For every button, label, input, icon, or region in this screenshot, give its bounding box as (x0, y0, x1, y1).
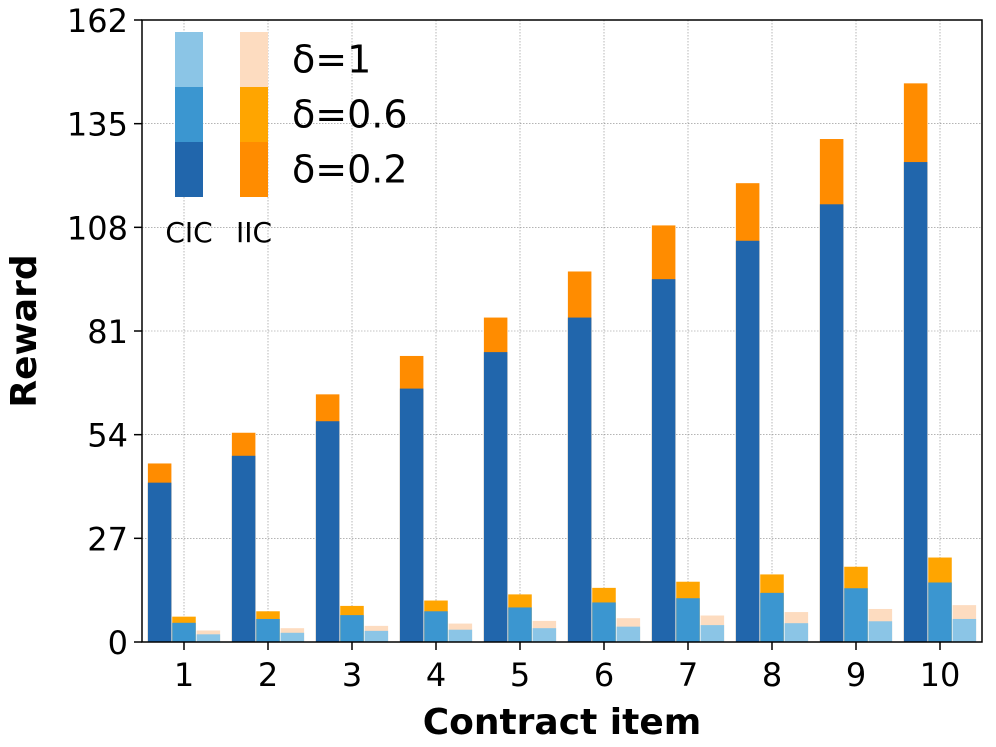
bar-cic-delta-0_6-item-9 (844, 588, 868, 642)
legend-swatch-iic-1 (240, 87, 268, 142)
legend-swatch-cic-0 (175, 32, 203, 87)
bar-cic-delta-0_2-item-4 (399, 388, 424, 642)
bar-cic-delta-1-item-3 (364, 630, 389, 642)
bar-cic-delta-0_6-item-7 (676, 598, 700, 642)
x-tick-label: 3 (342, 656, 362, 694)
x-tick-label: 10 (920, 656, 961, 694)
bar-cic-delta-1-item-4 (448, 629, 473, 642)
bar-cic-delta-0_2-item-3 (315, 421, 340, 642)
bar-cic-delta-0_6-item-2 (256, 618, 280, 642)
bar-cic-delta-1-item-5 (532, 628, 557, 642)
bar-cic-delta-0_2-item-5 (483, 352, 508, 642)
bar-cic-delta-0_2-item-9 (819, 204, 844, 642)
legend-row-label: δ=1 (292, 38, 371, 82)
x-tick-label: 9 (846, 656, 866, 694)
legend-swatch-iic-2 (240, 142, 268, 197)
bar-cic-delta-0_6-item-1 (172, 622, 196, 642)
bar-cic-delta-1-item-7 (700, 625, 725, 642)
y-tick-label: 162 (67, 2, 128, 40)
bar-cic-delta-0_2-item-1 (147, 482, 172, 642)
y-tick-label: 81 (87, 313, 128, 351)
legend: δ=1 δ=0.6 δ=0.2 CIC IIC (165, 32, 408, 249)
bar-cic-delta-0_6-item-8 (760, 592, 784, 642)
legend-swatch-cic-2 (175, 142, 203, 197)
bar-cic-delta-0_6-item-5 (508, 607, 532, 642)
bar-cic-delta-1-item-9 (868, 621, 893, 642)
bars (147, 83, 977, 643)
bar-cic-delta-0_2-item-7 (651, 279, 676, 642)
bar-cic-delta-1-item-6 (616, 626, 641, 642)
legend-swatch-cic-1 (175, 87, 203, 142)
legend-column-label: CIC (165, 216, 212, 249)
bar-cic-delta-1-item-1 (196, 634, 221, 642)
x-tick-label: 2 (258, 656, 278, 694)
y-tick-label: 27 (87, 520, 128, 558)
bar-cic-delta-0_6-item-3 (340, 615, 364, 642)
legend-row-label: δ=0.2 (292, 148, 408, 192)
y-tick-label: 108 (67, 209, 128, 247)
legend-swatch-iic-0 (240, 32, 268, 87)
bar-cic-delta-0_2-item-8 (735, 240, 760, 642)
x-tick-label: 5 (510, 656, 530, 694)
bar-cic-delta-0_6-item-10 (928, 582, 952, 642)
x-tick-label: 4 (426, 656, 446, 694)
x-axis-title: Contract item (423, 702, 702, 743)
y-tick-label: 135 (67, 106, 128, 144)
bar-cic-delta-0_2-item-2 (231, 455, 256, 642)
y-tick-label: 0 (108, 624, 128, 662)
bar-cic-delta-1-item-2 (280, 632, 305, 642)
y-tick-label: 54 (87, 417, 128, 455)
bar-cic-delta-0_2-item-10 (903, 162, 928, 643)
bar-cic-delta-0_6-item-4 (424, 611, 448, 642)
bar-cic-delta-1-item-10 (952, 618, 977, 642)
x-tick-label: 1 (174, 656, 194, 694)
x-tick-label: 6 (594, 656, 614, 694)
bar-cic-delta-0_6-item-6 (592, 602, 616, 642)
bar-cic-delta-1-item-8 (784, 623, 809, 642)
x-tick-label: 8 (762, 656, 782, 694)
bar-cic-delta-0_2-item-6 (567, 317, 592, 642)
x-tick-label: 7 (678, 656, 698, 694)
axis-ticks: 0 27 54 81 108 135 162 1 2 3 4 5 6 7 8 9 10 (67, 2, 960, 694)
y-axis-title: Reward (4, 254, 45, 407)
legend-column-label: IIC (236, 216, 272, 249)
legend-row-label: δ=0.6 (292, 93, 408, 137)
